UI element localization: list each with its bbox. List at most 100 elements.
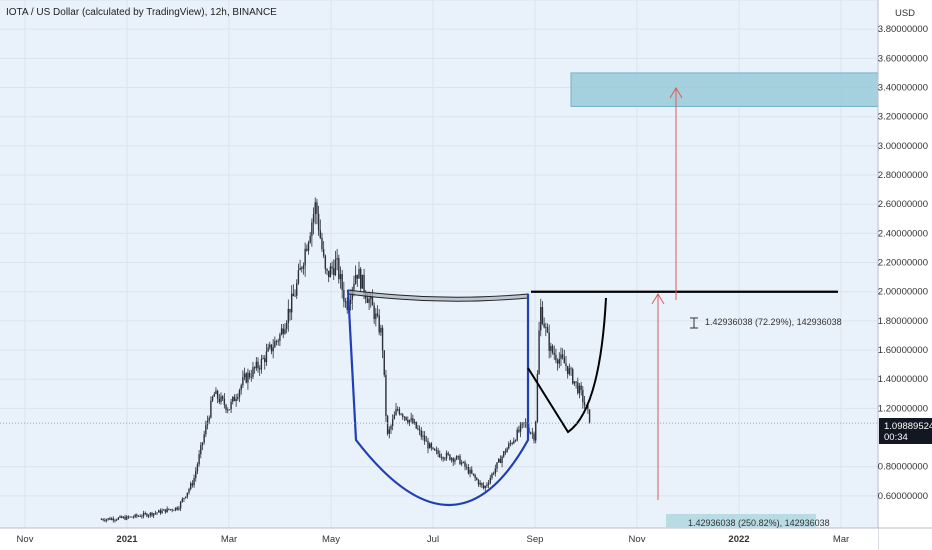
candle-body	[173, 510, 175, 511]
candle-body	[195, 471, 197, 479]
last-price-label: 1.09889524	[884, 421, 932, 432]
candle-body	[371, 296, 374, 306]
candle-body	[358, 268, 360, 279]
candle-body	[265, 351, 268, 363]
price-tick-label: 1.60000000	[878, 345, 928, 356]
candle-body	[151, 512, 153, 516]
candle-body	[218, 398, 221, 403]
candle-body	[489, 478, 491, 483]
candle-body	[277, 340, 279, 342]
candle-body	[208, 417, 210, 421]
candle-body	[196, 464, 199, 472]
candle-body	[422, 435, 424, 437]
candle-body	[314, 202, 316, 215]
candle-body	[563, 357, 566, 364]
handle-curve	[527, 297, 607, 434]
candle-body	[561, 354, 564, 358]
candle-body	[127, 516, 130, 518]
candle-body	[383, 350, 385, 375]
candle-body	[201, 442, 204, 446]
candle-body	[339, 273, 342, 280]
candle-body	[215, 390, 217, 395]
candle-body	[560, 354, 562, 359]
candle-body	[247, 372, 249, 383]
candle-body	[381, 327, 384, 351]
candle-body	[237, 396, 239, 400]
candle-body	[462, 462, 465, 463]
candle-body	[471, 469, 473, 474]
price-tick-label: 1.80000000	[878, 316, 928, 327]
candle-body	[312, 214, 315, 223]
candle-body	[519, 424, 522, 432]
candle-body	[159, 510, 162, 514]
candle-body	[583, 402, 586, 405]
candle-body	[585, 404, 587, 406]
candle-body	[110, 518, 113, 520]
candle-body	[117, 517, 120, 520]
chart-title: IOTA / US Dollar (calculated by TradingV…	[6, 7, 277, 18]
candle-body	[105, 519, 108, 521]
candle-body	[252, 367, 254, 377]
candle-body	[486, 484, 488, 487]
candle-body	[154, 512, 157, 514]
candle-body	[442, 457, 444, 459]
candle-body	[503, 451, 505, 457]
candle-body	[338, 258, 340, 280]
candle-body	[343, 290, 345, 302]
candle-body	[132, 517, 135, 518]
candle-body	[412, 418, 414, 424]
candle-body	[575, 381, 577, 383]
candle-body	[572, 369, 574, 384]
candle-body	[444, 458, 446, 460]
time-tick-label: 2021	[116, 534, 138, 545]
bottom-label-background	[666, 514, 816, 528]
candle-body	[304, 248, 306, 266]
target-zone	[570, 72, 879, 107]
candle-body	[407, 420, 409, 423]
candle-body	[521, 422, 523, 425]
candle-body	[452, 458, 454, 462]
candle-body	[242, 377, 244, 386]
candle-body	[366, 298, 369, 303]
candle-body	[511, 443, 513, 444]
candle-body	[230, 401, 232, 410]
candle-body	[531, 432, 534, 434]
candle-body	[587, 405, 589, 410]
candle-body	[449, 454, 451, 460]
candle-body	[388, 429, 390, 434]
candle-body	[326, 268, 328, 271]
candle-body	[142, 513, 145, 517]
candle-countdown: 00:34	[884, 432, 908, 443]
candle-body	[400, 414, 402, 415]
candle-body	[469, 469, 471, 474]
candle-body	[492, 473, 495, 475]
candle-body	[455, 456, 458, 460]
time-axis-background	[0, 528, 878, 550]
candle-body	[361, 274, 364, 289]
price-axis-background	[878, 0, 932, 550]
candle-body	[476, 477, 478, 480]
candle-body	[370, 296, 372, 299]
candle-body	[168, 508, 170, 510]
candle-body	[255, 361, 258, 369]
candle-body	[270, 344, 273, 352]
candle-body	[359, 268, 362, 289]
measure-icon	[690, 317, 698, 329]
candle-body	[274, 341, 276, 348]
candle-body	[183, 498, 185, 500]
candle-body	[211, 396, 214, 401]
candle-body	[152, 513, 155, 516]
time-tick-label: Sep	[527, 534, 544, 545]
candle-body	[565, 363, 567, 366]
candle-body	[432, 447, 434, 449]
candle-body	[491, 473, 493, 479]
candle-body	[176, 507, 178, 510]
candle-body	[144, 513, 146, 514]
candle-body	[378, 315, 380, 333]
candle-body	[294, 295, 296, 297]
candle-body	[427, 440, 429, 449]
candle-body	[454, 459, 456, 462]
candle-body	[232, 396, 234, 402]
candle-body	[391, 419, 394, 426]
